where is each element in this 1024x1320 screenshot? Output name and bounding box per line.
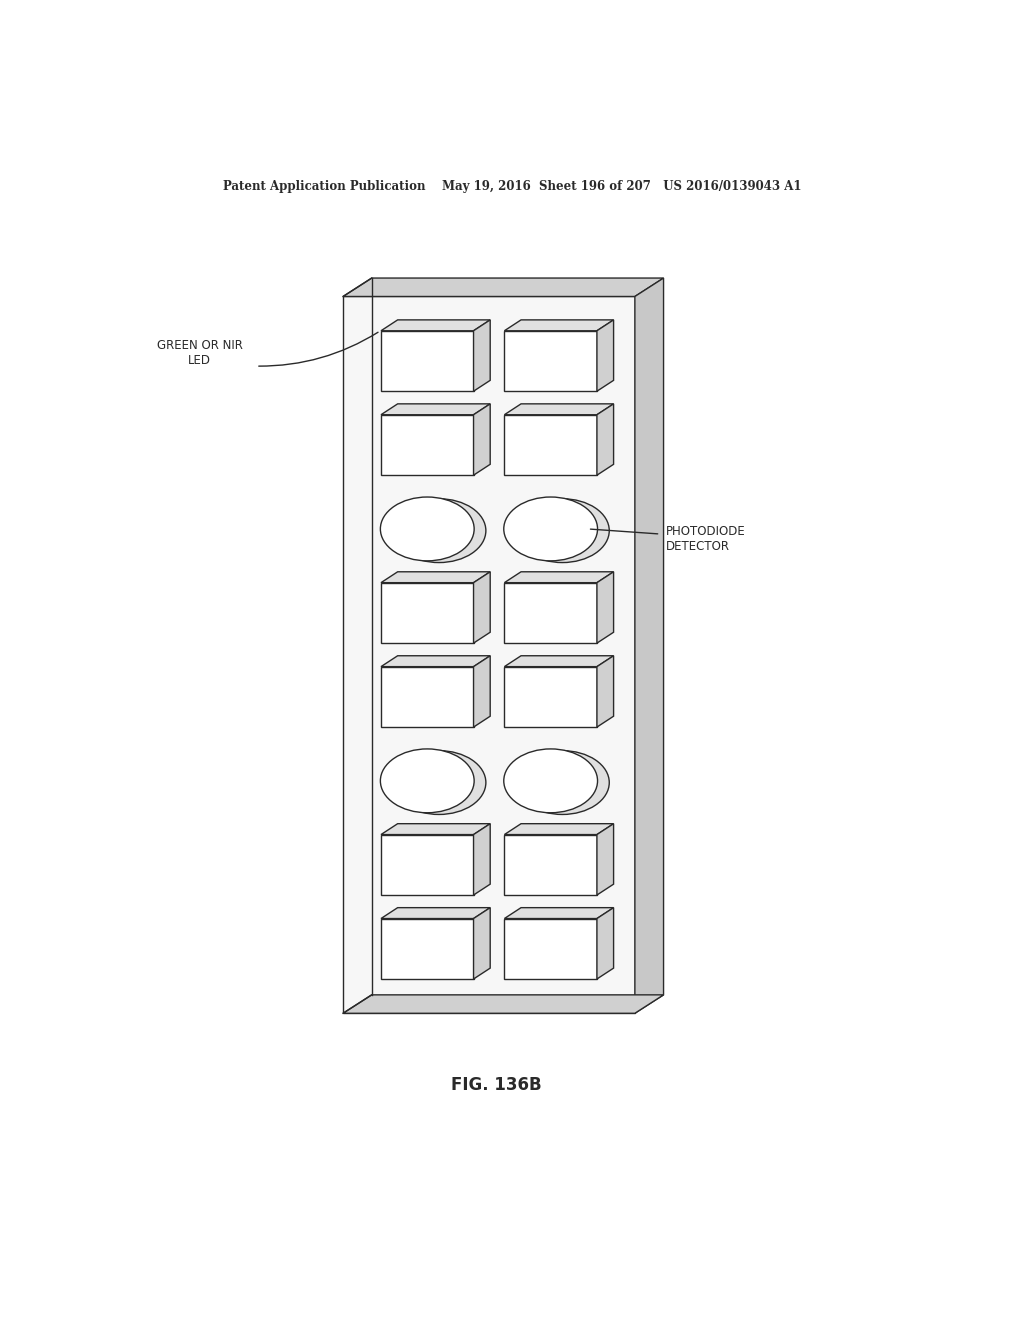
Polygon shape <box>597 404 613 475</box>
Polygon shape <box>505 572 613 582</box>
Polygon shape <box>381 824 490 834</box>
Polygon shape <box>597 824 613 895</box>
Ellipse shape <box>392 751 485 814</box>
Polygon shape <box>381 834 473 895</box>
Text: GREEN OR NIR
LED: GREEN OR NIR LED <box>157 339 243 367</box>
Ellipse shape <box>515 751 609 814</box>
Polygon shape <box>473 572 490 643</box>
Polygon shape <box>381 656 490 667</box>
Polygon shape <box>473 404 490 475</box>
Polygon shape <box>343 995 664 1014</box>
Polygon shape <box>343 279 664 297</box>
Ellipse shape <box>504 748 598 813</box>
Polygon shape <box>381 414 473 475</box>
Polygon shape <box>505 656 613 667</box>
Polygon shape <box>381 404 490 414</box>
Polygon shape <box>505 414 597 475</box>
Polygon shape <box>505 919 597 979</box>
Text: PHOTODIODE
DETECTOR: PHOTODIODE DETECTOR <box>666 525 745 553</box>
Polygon shape <box>473 908 490 979</box>
Polygon shape <box>505 834 597 895</box>
Polygon shape <box>505 582 597 643</box>
Polygon shape <box>505 908 613 919</box>
Polygon shape <box>381 582 473 643</box>
Polygon shape <box>505 667 597 727</box>
Polygon shape <box>381 572 490 582</box>
Polygon shape <box>597 572 613 643</box>
Polygon shape <box>473 319 490 391</box>
Polygon shape <box>505 824 613 834</box>
Polygon shape <box>473 656 490 727</box>
Ellipse shape <box>380 748 474 813</box>
Polygon shape <box>381 319 490 331</box>
Polygon shape <box>473 824 490 895</box>
Polygon shape <box>597 908 613 979</box>
Ellipse shape <box>380 498 474 561</box>
Polygon shape <box>597 319 613 391</box>
Polygon shape <box>505 404 613 414</box>
Polygon shape <box>343 297 635 1014</box>
Polygon shape <box>597 656 613 727</box>
Polygon shape <box>505 319 613 331</box>
Ellipse shape <box>392 499 485 562</box>
Ellipse shape <box>504 498 598 561</box>
Polygon shape <box>505 331 597 391</box>
Text: FIG. 136B: FIG. 136B <box>452 1076 542 1094</box>
Polygon shape <box>381 331 473 391</box>
Polygon shape <box>381 667 473 727</box>
Ellipse shape <box>515 499 609 562</box>
Polygon shape <box>635 279 664 1014</box>
Text: Patent Application Publication    May 19, 2016  Sheet 196 of 207   US 2016/01390: Patent Application Publication May 19, 2… <box>223 181 801 194</box>
Polygon shape <box>381 919 473 979</box>
Polygon shape <box>381 908 490 919</box>
